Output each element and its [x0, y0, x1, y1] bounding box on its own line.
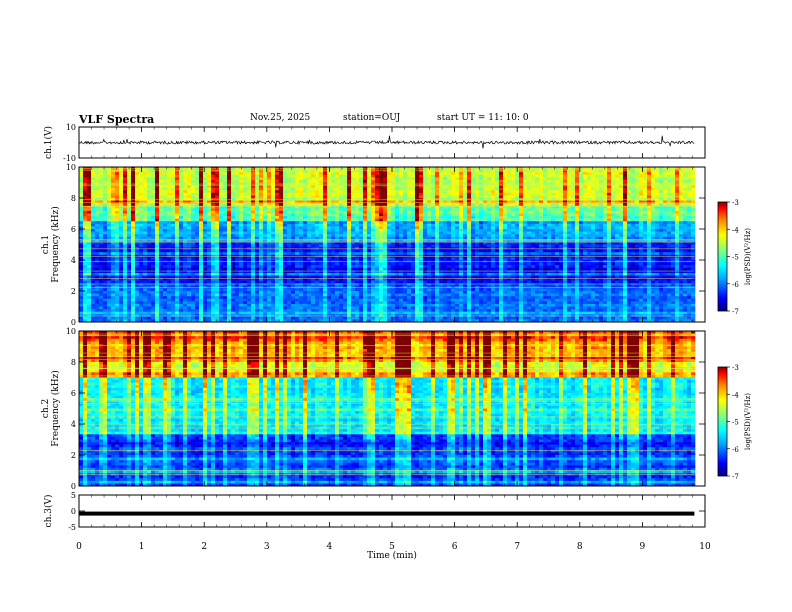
colorbar-tick-label: -7: [732, 308, 739, 316]
ch1-waveform-ylabel: ch.1(V): [43, 126, 54, 159]
ch1-waveform-line: [78, 135, 695, 149]
colorbar-tick-label: -4: [732, 391, 739, 399]
x-tick-label: 10: [699, 542, 711, 552]
ch3-waveform-line: [79, 511, 695, 516]
y-tick-label: 4: [71, 256, 76, 265]
y-tick-label: 0: [71, 482, 76, 491]
ch1-spectrogram-ylabel: ch.1: [41, 235, 51, 254]
ch1-frequency-ylabel: Frequency (kHz): [50, 206, 61, 283]
colorbar-tick-label: -3: [732, 199, 739, 207]
colorbar-tick-label: -5: [732, 254, 739, 262]
y-tick-label: 5: [71, 491, 76, 500]
ch2-colorbar: [717, 366, 728, 477]
y-tick-label: -10: [63, 154, 76, 163]
y-tick-label: 10: [66, 123, 76, 132]
x-tick-label: 7: [514, 542, 520, 552]
colorbar-tick-label: -6: [732, 281, 739, 289]
colorbar-tick-label: -4: [732, 226, 739, 234]
y-tick-label: 2: [71, 451, 76, 460]
station-label: station=OUJ: [343, 113, 401, 123]
colorbar-tick-label: -7: [732, 473, 739, 481]
spectrogram-ch1: [79, 167, 696, 323]
start-time-label: start UT = 11: 10: 0: [437, 113, 529, 123]
date-label: Nov.25, 2025: [250, 113, 311, 123]
ch1-colorbar: [717, 201, 728, 312]
y-tick-label: 10: [66, 327, 76, 336]
x-tick-label: 1: [139, 542, 145, 552]
y-tick-label: 6: [71, 389, 76, 398]
y-tick-label: 10: [66, 163, 76, 172]
colorbar-tick-label: -6: [732, 446, 739, 454]
x-tick-label: 5: [389, 542, 395, 552]
x-axis-label: Time (min): [367, 550, 417, 561]
ch2-spectrogram-ylabel: ch.2: [41, 399, 51, 418]
ch2-colorbar-label: log(PSD)(V²/Hz): [744, 393, 752, 450]
y-tick-label: 8: [71, 358, 76, 367]
x-tick-label: 3: [264, 542, 270, 552]
x-tick-label: 6: [452, 542, 458, 552]
ch2-frequency-ylabel: Frequency (kHz): [50, 370, 61, 447]
y-tick-label: 0: [71, 507, 76, 516]
colorbar-tick-label: -3: [732, 364, 739, 372]
y-tick-label: 2: [71, 287, 76, 296]
colorbar-tick-label: -5: [732, 419, 739, 427]
x-tick-label: 4: [327, 542, 333, 552]
x-tick-label: 8: [577, 542, 583, 552]
x-tick-label: 9: [640, 542, 646, 552]
spectrogram-ch2: [79, 331, 696, 487]
x-tick-label: 0: [76, 542, 82, 552]
x-tick-label: 2: [201, 542, 207, 552]
plot-title: VLF Spectra: [79, 113, 155, 126]
y-tick-label: 0: [71, 318, 76, 327]
y-tick-label: 8: [71, 194, 76, 203]
ch3-waveform-ylabel: ch.3(V): [43, 495, 54, 528]
y-tick-label: 6: [71, 225, 76, 234]
ch1-colorbar-label: log(PSD)(V²/Hz): [744, 228, 752, 285]
y-tick-label: -5: [68, 523, 76, 532]
y-tick-label: 4: [71, 420, 76, 429]
